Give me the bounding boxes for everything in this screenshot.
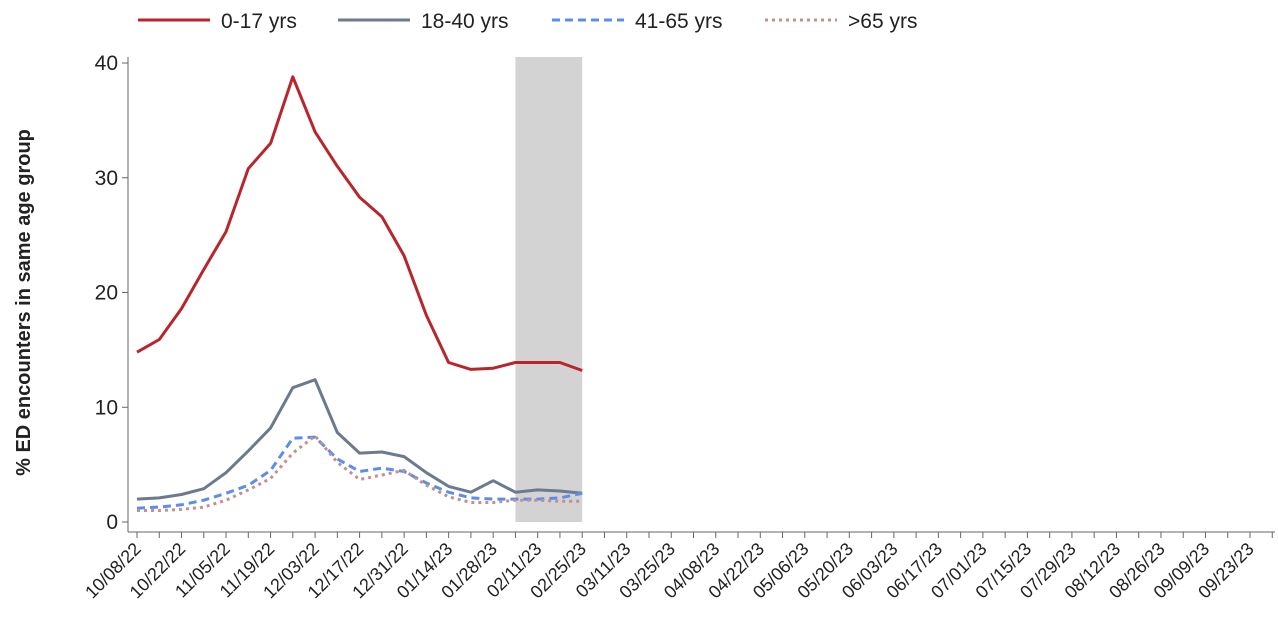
y-tick-label: 20 [95, 282, 118, 305]
y-tick-label: 30 [95, 167, 118, 190]
series-line [137, 434, 583, 512]
highlight-band [515, 57, 583, 522]
y-tick-label: 0 [106, 511, 118, 534]
y-tick-label: 40 [95, 52, 118, 75]
series-line [136, 75, 583, 372]
legend-label: 0-17 yrs [221, 10, 297, 33]
y-tick-label: 10 [95, 396, 118, 419]
y-axis-label: % ED encounters in same age group [13, 129, 35, 476]
legend-label: 41-65 yrs [635, 10, 723, 33]
series-line [136, 378, 583, 501]
legend-label: 18-40 yrs [421, 10, 509, 33]
legend-label: >65 yrs [848, 10, 917, 33]
